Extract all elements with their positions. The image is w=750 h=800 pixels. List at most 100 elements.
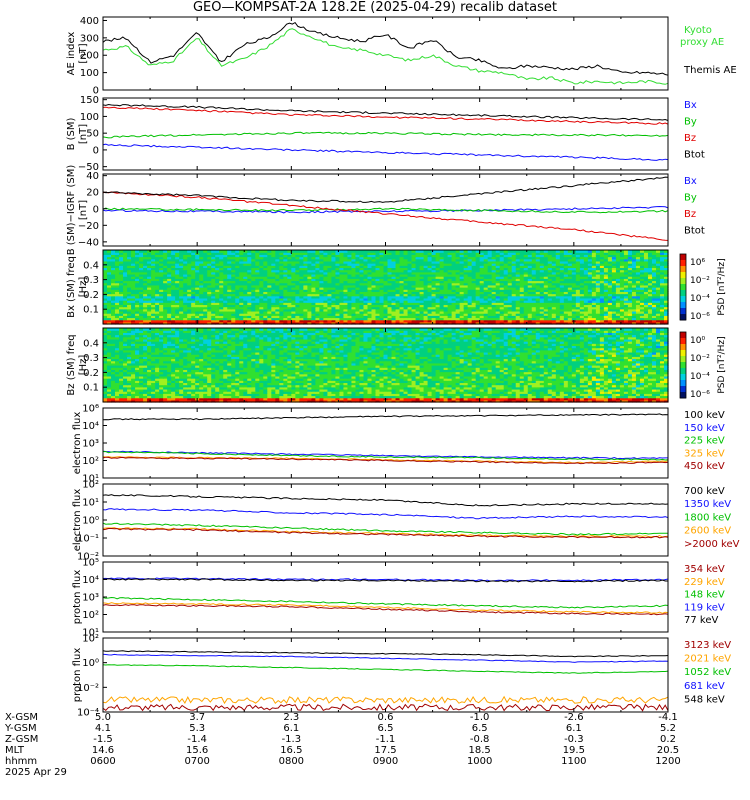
spectrogram-cell [363, 287, 369, 290]
spectrogram-cell [331, 263, 337, 266]
spectrogram-cell [279, 291, 284, 295]
spectrogram-cell [563, 313, 569, 316]
spectrogram-cell [655, 252, 661, 255]
spectrogram-cell [491, 260, 497, 264]
spectrogram-cell [579, 271, 585, 275]
spectrogram-cell [179, 254, 184, 258]
spectrogram-cell [355, 260, 361, 264]
spectrogram-cell [331, 302, 337, 306]
spectrogram-cell [519, 263, 525, 266]
spectrogram-cell [155, 315, 160, 319]
spectrogram-cell [179, 291, 184, 295]
spectrogram-cell [495, 282, 501, 286]
spectrogram-cell [295, 273, 300, 277]
spectrogram-cell [639, 302, 645, 306]
spectrogram-cell [559, 280, 565, 284]
spectrogram-cell [103, 295, 108, 299]
spectrogram-cell [503, 256, 509, 260]
spectrogram-cell [291, 302, 296, 306]
spectrogram-cell [227, 315, 232, 319]
spectrogram-cell [471, 276, 477, 279]
panel-2-ylabel: B (SM)−IGRF (SM) [66, 165, 77, 256]
spectrogram-cell [279, 278, 284, 282]
spectrogram-cell [227, 313, 232, 316]
spectrogram-cell [363, 260, 369, 264]
spectrogram-cell [615, 289, 621, 292]
spectrogram-cell [603, 280, 609, 284]
spectrogram-cell [263, 313, 268, 316]
spectrogram-cell [507, 321, 513, 325]
spectrogram-cell [647, 252, 653, 255]
spectrogram-cell [511, 250, 517, 253]
spectrogram-cell [595, 302, 601, 306]
spectrogram-cell [623, 289, 629, 292]
spectrogram-cell [407, 267, 413, 271]
spectrogram-cell [383, 291, 389, 295]
spectrogram-cell [339, 282, 345, 286]
spectrogram-cell [587, 308, 593, 312]
spectrogram-cell [227, 282, 232, 286]
spectrogram-cell [515, 273, 521, 277]
spectrogram-cell [343, 263, 349, 266]
spectrogram-cell [451, 269, 457, 273]
spectrogram-cell [275, 252, 280, 255]
spectrogram-cell [531, 271, 537, 275]
spectrogram-cell [299, 304, 304, 308]
spectrogram-cell [363, 291, 369, 295]
spectrogram-cell [427, 284, 433, 288]
spectrogram-cell [115, 282, 120, 286]
spectrogram-cell [323, 269, 328, 273]
spectrogram-cell [415, 308, 421, 312]
spectrogram-cell [199, 250, 204, 253]
spectrogram-cell [615, 254, 621, 258]
spectrogram-cell [523, 276, 529, 279]
spectrogram-cell [327, 276, 333, 279]
spectrogram-cell [251, 304, 256, 308]
spectrogram-cell [167, 260, 172, 264]
spectrogram-cell [339, 319, 345, 323]
spectrogram-cell [331, 276, 337, 279]
spectrogram-cell [539, 300, 545, 303]
spectrogram-cell [419, 282, 425, 286]
spectrogram-cell [307, 293, 312, 297]
spectrogram-cell [207, 280, 212, 284]
spectrogram-cell [239, 265, 244, 269]
spectrogram-cell [579, 269, 585, 273]
spectrogram-cell [599, 278, 605, 282]
spectrogram-cell [395, 282, 401, 286]
spectrogram-cell [531, 280, 537, 284]
spectrogram-cell [211, 273, 216, 277]
spectrogram-cell [183, 265, 188, 269]
spectrogram-cell [619, 295, 625, 299]
spectrogram-cell [615, 250, 621, 253]
spectrogram-cell [507, 276, 513, 279]
spectrogram-cell [375, 300, 381, 303]
spectrogram-cell [399, 254, 405, 258]
spectrogram-cell [635, 317, 641, 321]
spectrogram-cell [131, 300, 136, 303]
spectrogram-cell [175, 276, 180, 279]
spectrogram-cell [327, 317, 333, 321]
spectrogram-cell [179, 260, 184, 264]
spectrogram-cell [271, 271, 276, 275]
spectrogram-cell [575, 313, 581, 316]
spectrogram-cell [375, 310, 381, 314]
spectrogram-cell [427, 278, 433, 282]
spectrogram-cell [619, 306, 625, 310]
spectrogram-cell [479, 282, 485, 286]
spectrogram-cell [515, 310, 521, 314]
spectrogram-cell [387, 313, 393, 316]
spectrogram-cell [551, 250, 557, 253]
spectrogram-cell [119, 315, 124, 319]
spectrogram-cell [319, 313, 324, 316]
spectrogram-cell [635, 260, 641, 264]
spectrogram-cell [223, 276, 228, 279]
spectrogram-cell [611, 269, 617, 273]
spectrogram-cell [119, 287, 124, 290]
spectrogram-cell [483, 297, 489, 301]
spectrogram-cell [251, 256, 256, 260]
spectrogram-cell [391, 295, 397, 299]
spectrogram-cell [191, 310, 196, 314]
spectrogram-cell [419, 263, 425, 266]
spectrogram-cell [383, 278, 389, 282]
